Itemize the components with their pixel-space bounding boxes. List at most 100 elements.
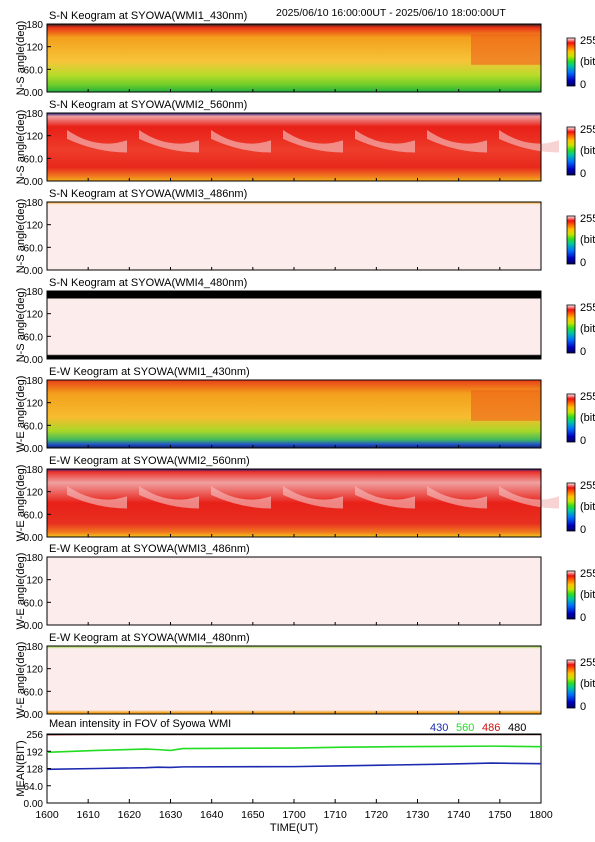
y-tick-label: 120 [26,221,43,232]
panel-title: S-N Keogram at SYOWA(WMI2_560nm) [49,99,247,111]
y-tick-label: 120 [26,399,43,410]
y-tick-label: 0.00 [24,266,44,277]
colorbar [566,570,576,620]
time-range-header: 2025/06/10 16:00:00UT - 2025/06/10 18:00… [276,7,506,19]
colorbar [566,482,576,532]
y-axis-label: W-E angle(deg) [15,642,27,719]
y-tick-label: 0.00 [24,533,44,544]
y-axis-label: MEAN(BIT) [15,740,27,796]
colorbar [566,37,576,87]
colorbar-unit-label: (bit) [580,145,595,157]
colorbar-max-label: 255 [580,213,595,225]
keogram-panel-s-n-keogram-at-syowa-wmi2-560nm: S-N Keogram at SYOWA(WMI2_560nm) 0.00 60.0… [15,99,595,188]
colorbar-max-label: 255 [580,391,595,403]
y-tick-label: 0.00 [24,621,44,632]
keogram-panel-e-w-keogram-at-syowa-wmi1-430nm: E-W Keogram at SYOWA(WMI1_430nm) 0.00 60.0… [15,366,595,455]
legend-entry-486: 486 [482,722,500,734]
y-tick-label: 120 [26,43,43,54]
colorbar [566,659,576,709]
aurora-streak [139,130,199,153]
y-axis-label: N-S angle(deg) [15,199,27,274]
legend-entry-430: 430 [430,722,448,734]
y-tick-label: 120 [26,132,43,143]
x-tick-label: 1710 [323,809,347,821]
y-tick-label: 0.00 [24,177,44,188]
keogram-panel-s-n-keogram-at-syowa-wmi4-480nm: S-N Keogram at SYOWA(WMI4_480nm) 0.00 60.0… [15,277,595,366]
keogram-heatmap [47,291,541,359]
colorbar-unit-label: (bit) [580,56,595,68]
y-tick-label: 180 [26,642,43,653]
y-tick-label: 60.0 [24,65,44,76]
panel-title: S-N Keogram at SYOWA(WMI4_480nm) [49,277,247,289]
aurora-streak [67,486,127,509]
colorbar-min-label: 0 [580,168,586,180]
x-axis-label: TIME(UT) [270,822,318,834]
aurora-streak [427,130,487,153]
y-tick-label: 60.0 [24,510,44,521]
intensity-patch [471,390,541,421]
y-tick-label: 0.00 [24,444,44,455]
legend-entry-480: 480 [508,722,526,734]
y-tick-label: 180 [26,287,43,298]
y-tick-label: 120 [26,488,43,499]
colorbar-unit-label: (bit) [580,501,595,513]
x-tick-label: 1620 [118,809,142,821]
aurora-streak [355,486,415,509]
colorbar [566,393,576,443]
colorbar-max-label: 255 [580,480,595,492]
y-tick-label: 128 [26,765,43,776]
y-tick-label: 60.0 [24,598,44,609]
keogram-panel-e-w-keogram-at-syowa-wmi4-480nm: E-W Keogram at SYOWA(WMI4_480nm) 0.00 60.0… [15,632,595,721]
aurora-streak [355,130,415,153]
panel-title: E-W Keogram at SYOWA(WMI2_560nm) [49,455,250,467]
colorbar-max-label: 255 [580,124,595,136]
y-axis-label: N-S angle(deg) [15,21,27,96]
x-tick-label: 1650 [241,809,265,821]
y-tick-label: 60.0 [24,243,44,254]
y-tick-label: 120 [26,576,43,587]
y-axis-label: W-E angle(deg) [15,553,27,630]
colorbar-min-label: 0 [580,435,586,447]
y-tick-label: 0.00 [24,799,44,810]
aurora-streak [283,486,343,509]
y-tick-label: 60.0 [24,154,44,165]
aurora-streak [211,486,271,509]
y-tick-label: 180 [26,20,43,31]
panel-title: S-N Keogram at SYOWA(WMI3_486nm) [49,188,247,200]
y-tick-label: 120 [26,665,43,676]
aurora-streak [139,486,199,509]
colorbar [566,126,576,176]
colorbar-unit-label: (bit) [580,678,595,690]
colorbar-unit-label: (bit) [580,412,595,424]
keogram-heatmap [47,557,541,625]
y-axis-label: N-S angle(deg) [15,110,27,185]
keogram-heatmap [47,202,541,270]
y-axis-label: N-S angle(deg) [15,288,27,363]
y-tick-label: 180 [26,109,43,120]
intensity-patch [471,34,541,65]
x-tick-label: 1740 [447,809,471,821]
x-tick-label: 1730 [406,809,430,821]
panel-title: E-W Keogram at SYOWA(WMI3_486nm) [49,543,250,555]
y-tick-label: 0.00 [24,355,44,366]
y-tick-label: 256 [26,730,43,741]
series-line-560 [46,745,542,754]
aurora-streak [211,130,271,153]
y-tick-label: 64.0 [24,782,44,793]
aurora-streak [283,130,343,153]
aurora-streak [499,486,559,509]
colorbar-min-label: 0 [580,257,586,269]
colorbar-min-label: 0 [580,346,586,358]
x-tick-label: 1610 [76,809,100,821]
x-tick-label: 1600 [35,809,59,821]
keogram-panel-e-w-keogram-at-syowa-wmi2-560nm: E-W Keogram at SYOWA(WMI2_560nm) 0.00 60.0… [15,455,595,544]
y-tick-label: 60.0 [24,421,44,432]
y-axis-label: W-E angle(deg) [15,376,27,453]
colorbar-unit-label: (bit) [580,323,595,335]
colorbar-unit-label: (bit) [580,234,595,246]
colorbar-min-label: 0 [580,612,586,624]
y-tick-label: 180 [26,198,43,209]
y-tick-label: 120 [26,310,43,321]
panel-title: E-W Keogram at SYOWA(WMI4_480nm) [49,632,250,644]
